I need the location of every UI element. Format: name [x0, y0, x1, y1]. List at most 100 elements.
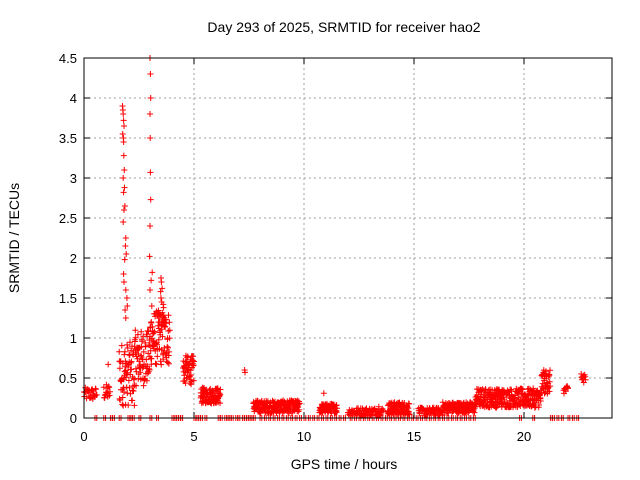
data-point [406, 400, 413, 407]
x-tick-label: 20 [517, 429, 531, 444]
data-point [122, 315, 129, 321]
data-point [160, 304, 167, 311]
data-point [214, 385, 221, 392]
data-point [155, 336, 162, 343]
data-point [134, 331, 141, 338]
data-point [138, 352, 144, 359]
data-point [123, 295, 130, 301]
data-point [120, 175, 127, 181]
data-point [120, 139, 127, 145]
data-point [159, 319, 166, 325]
x-tick-label: 0 [80, 429, 87, 444]
data-point [162, 323, 169, 330]
data-point [105, 361, 112, 368]
data-point [154, 341, 160, 348]
data-point [493, 404, 500, 411]
data-point [122, 287, 129, 293]
data-point [187, 372, 194, 378]
data-point [147, 169, 154, 176]
data-point [122, 307, 129, 313]
x-tick-label: 5 [190, 429, 197, 444]
data-point [147, 111, 153, 117]
data-point [217, 400, 223, 407]
data-point [148, 277, 155, 284]
data-point [120, 111, 127, 117]
data-point [120, 189, 127, 196]
data-point [242, 369, 248, 376]
data-point [128, 358, 135, 365]
data-point [147, 287, 153, 293]
data-point [165, 312, 172, 319]
data-point [164, 359, 171, 366]
data-point [121, 207, 127, 213]
data-point [143, 377, 150, 384]
data-point [160, 356, 167, 363]
y-tick-label: 2.5 [59, 211, 77, 226]
data-point [158, 279, 165, 285]
data-point [139, 338, 146, 345]
data-point [156, 311, 163, 317]
data-point [148, 361, 155, 368]
data-point [155, 307, 162, 314]
data-point [164, 343, 171, 350]
data-point [123, 384, 130, 391]
data-point [121, 203, 128, 209]
data-point [132, 327, 139, 334]
data-point [133, 382, 140, 389]
data-point [155, 315, 162, 321]
data-point [166, 335, 173, 342]
data-point [165, 360, 172, 367]
data-point [123, 251, 130, 257]
data-point [190, 353, 197, 360]
data-point [117, 397, 124, 404]
data-point [106, 384, 113, 391]
data-point [183, 358, 190, 365]
data-point [120, 117, 127, 124]
data-point [191, 358, 197, 365]
data-point [152, 340, 159, 347]
data-point [190, 377, 197, 384]
y-tick-label: 4 [70, 91, 77, 106]
data-point [129, 397, 136, 404]
data-point [547, 367, 553, 374]
data-point [158, 361, 165, 368]
data-point [217, 391, 224, 398]
data-point [148, 303, 155, 309]
x-tick-label: 15 [407, 429, 421, 444]
data-points [81, 55, 589, 421]
plot-frame [83, 57, 613, 419]
data-point [296, 400, 303, 407]
data-point [147, 196, 154, 203]
axis-tick-labels: 0 0.5 1 1.5 2 2.5 3 3.5 4 4.5 0 5 10 15 20 [59, 51, 531, 444]
data-point [161, 323, 168, 329]
data-point [149, 269, 156, 276]
data-point [157, 288, 164, 295]
y-tick-label: 1.5 [59, 291, 77, 306]
data-point [543, 368, 549, 375]
data-point [380, 407, 387, 414]
data-point [184, 354, 191, 361]
data-point [119, 394, 126, 401]
data-point [152, 360, 159, 367]
data-point [536, 402, 542, 408]
data-point [537, 398, 544, 404]
data-point [145, 328, 152, 335]
data-point [128, 366, 135, 373]
data-point [120, 219, 127, 225]
data-point [147, 223, 153, 229]
data-point [158, 295, 164, 301]
grid [84, 58, 612, 418]
y-tick-label: 3 [70, 171, 77, 186]
data-point [124, 345, 131, 351]
y-tick-label: 4.5 [59, 51, 77, 66]
data-point [121, 184, 128, 191]
data-point [334, 405, 340, 412]
data-point [547, 383, 554, 390]
data-point [147, 135, 154, 141]
data-point [124, 303, 131, 309]
data-point [132, 349, 139, 356]
data-point [124, 341, 131, 348]
x-tick-label: 10 [297, 429, 311, 444]
data-point [140, 348, 147, 355]
y-tick-label: 2 [70, 251, 77, 266]
